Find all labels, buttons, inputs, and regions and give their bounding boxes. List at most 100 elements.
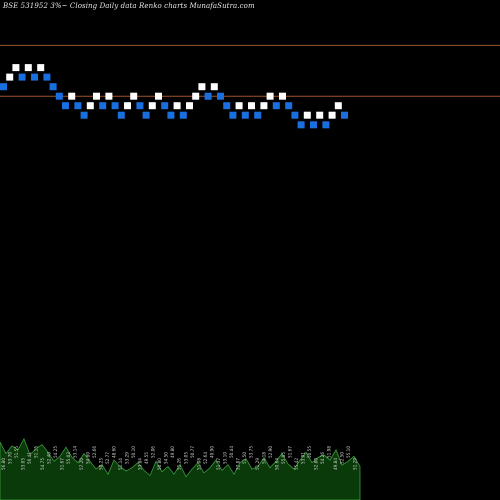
volume-label: 51.67 — [60, 458, 65, 470]
renko-brick — [217, 92, 224, 100]
renko-brick — [86, 102, 94, 110]
renko-brick — [68, 92, 76, 100]
volume-label: 51.15 — [34, 446, 39, 458]
renko-brick — [322, 121, 330, 129]
renko-brick — [260, 102, 268, 110]
volume-label: 55.10 — [346, 446, 351, 458]
chart-title: BSE 531952 3%~ Closing Daily data Renko … — [3, 2, 255, 10]
renko-brick — [223, 102, 231, 110]
volume-area — [0, 437, 361, 500]
volume-label: 53.01 — [300, 452, 305, 464]
renko-brick — [291, 111, 299, 119]
volume-label: 51.50 — [242, 452, 247, 464]
renko-brick — [192, 92, 200, 100]
renko-brick — [266, 92, 274, 100]
volume-label: 56.80 — [1, 458, 6, 470]
renko-brick — [229, 111, 237, 119]
volume-label: 51.67 — [287, 446, 292, 458]
renko-brick — [341, 111, 348, 119]
renko-brick — [136, 102, 144, 110]
volume-label: 53.10 — [222, 452, 227, 464]
volume-label: 50.44 — [229, 446, 234, 458]
volume-label: 53.05 — [21, 458, 26, 470]
volume-area-path — [0, 437, 361, 500]
renko-brick — [55, 92, 63, 100]
volume-label: 51.08 — [196, 458, 201, 470]
renko-brick — [285, 102, 293, 110]
renko-brick — [18, 73, 26, 81]
renko-brick — [303, 111, 311, 119]
renko-brick — [155, 92, 162, 100]
renko-brick — [24, 64, 32, 72]
renko-brick — [0, 83, 7, 91]
volume-label: 51.98 — [327, 446, 332, 458]
renko-brick — [254, 111, 262, 119]
renko-brick — [248, 102, 255, 110]
renko-brick — [74, 102, 82, 110]
volume-label: 51.37 — [216, 458, 221, 470]
volume-label: 54.26 — [320, 452, 325, 464]
renko-brick — [198, 83, 206, 91]
volume-label: 54.50 — [164, 452, 169, 464]
renko-brick — [210, 83, 218, 91]
volume-label: 51.26 — [177, 458, 182, 470]
renko-brick — [328, 111, 336, 119]
volume-label: 49.55 — [144, 452, 149, 464]
volume-label: 50.64 — [274, 458, 279, 470]
volume-label: 52.66 — [92, 446, 97, 458]
volume-label: 52.06 — [151, 446, 156, 458]
renko-brick — [62, 102, 69, 110]
renko-brick — [297, 121, 305, 129]
volume-label: 50.55 — [307, 446, 312, 458]
volume-label: 53.70 — [8, 452, 13, 464]
volume-label: 52.90 — [268, 446, 273, 458]
renko-brick — [43, 73, 51, 81]
renko-brick — [31, 73, 38, 81]
volume-label: 53.75 — [248, 446, 253, 458]
renko-brick — [279, 92, 286, 100]
volume-label: 51.29 — [255, 458, 260, 470]
volume-label: 51.55 — [14, 446, 19, 458]
volume-label: 52.87 — [235, 458, 240, 470]
renko-brick — [142, 111, 150, 119]
renko-brick — [49, 83, 57, 91]
renko-brick — [105, 92, 113, 100]
renko-brick — [161, 102, 169, 110]
volume-label: 57.20 — [79, 458, 84, 470]
renko-brick — [124, 102, 131, 110]
volume-label: 50.10 — [131, 446, 136, 458]
renko-brick — [241, 111, 249, 119]
renko-brick — [117, 111, 125, 119]
renko-brick — [111, 102, 119, 110]
renko-brick — [93, 92, 100, 100]
volume-label: 49.90 — [209, 446, 214, 458]
renko-brick — [12, 64, 20, 72]
renko-brick — [310, 121, 317, 129]
volume-label: 48.60 — [112, 446, 117, 458]
renko-brick — [6, 73, 14, 81]
volume-label: 52.50 — [340, 452, 345, 464]
volume-label: 53.84 — [138, 458, 143, 470]
renko-brick — [130, 92, 138, 100]
volume-label: 52.80 — [313, 458, 318, 470]
volume-label: 49.84 — [333, 458, 338, 470]
renko-brick — [80, 111, 88, 119]
volume-label: 56.41 — [27, 452, 32, 464]
volume-label: 53.05 — [183, 452, 188, 464]
volume-label: 54.75 — [40, 458, 45, 470]
volume-label: 52.64 — [203, 452, 208, 464]
renko-brick — [37, 64, 45, 72]
volume-label: 50.25 — [99, 458, 104, 470]
renko-brick — [99, 102, 107, 110]
volume-label: 55.02 — [66, 452, 71, 464]
volume-label: 51.14 — [118, 458, 123, 470]
volume-label: 49.80 — [170, 446, 175, 458]
volume-label: 53.29 — [125, 452, 130, 464]
renko-brick — [148, 102, 156, 110]
renko-brick — [179, 111, 187, 119]
volume-label: 54.80 — [86, 452, 91, 464]
volume-label: 54.25 — [53, 446, 58, 458]
volume-label: 53.14 — [73, 446, 78, 458]
